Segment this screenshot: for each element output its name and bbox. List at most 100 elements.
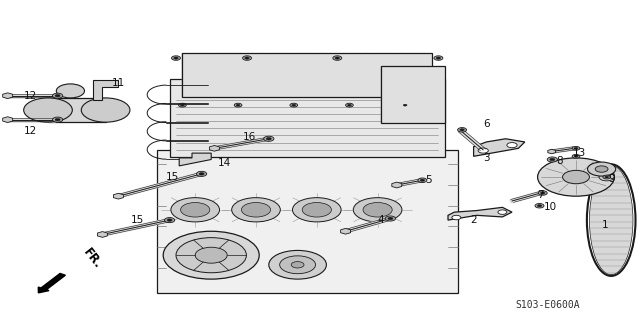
- Circle shape: [266, 137, 271, 140]
- Text: 12: 12: [24, 91, 37, 101]
- Circle shape: [232, 198, 280, 222]
- Circle shape: [507, 143, 517, 148]
- Circle shape: [280, 256, 316, 274]
- Circle shape: [172, 56, 180, 60]
- Polygon shape: [392, 182, 402, 188]
- Polygon shape: [179, 153, 211, 166]
- Text: 1: 1: [602, 220, 608, 230]
- Text: 2: 2: [470, 215, 477, 225]
- Circle shape: [572, 146, 580, 150]
- Text: 6: 6: [483, 119, 490, 130]
- Circle shape: [180, 203, 210, 217]
- Ellipse shape: [589, 166, 633, 275]
- Text: 9: 9: [608, 174, 614, 184]
- Circle shape: [236, 104, 240, 106]
- Circle shape: [436, 57, 440, 59]
- Circle shape: [603, 175, 611, 179]
- Circle shape: [418, 178, 427, 182]
- Circle shape: [163, 231, 259, 279]
- Polygon shape: [93, 80, 118, 100]
- Circle shape: [55, 94, 60, 97]
- Polygon shape: [3, 93, 13, 99]
- Circle shape: [291, 262, 304, 268]
- Polygon shape: [448, 207, 512, 220]
- Circle shape: [535, 204, 544, 208]
- FancyArrow shape: [38, 273, 65, 293]
- Polygon shape: [97, 232, 108, 237]
- Circle shape: [538, 158, 614, 196]
- Circle shape: [292, 104, 296, 106]
- Bar: [170, 79, 445, 158]
- Circle shape: [24, 98, 72, 122]
- Circle shape: [346, 103, 353, 107]
- Text: 3: 3: [483, 153, 490, 163]
- Circle shape: [199, 173, 204, 175]
- Circle shape: [81, 98, 130, 122]
- Circle shape: [403, 104, 407, 106]
- Circle shape: [290, 103, 298, 107]
- Circle shape: [180, 104, 184, 106]
- Polygon shape: [113, 193, 124, 199]
- Circle shape: [599, 173, 614, 181]
- Text: 15: 15: [166, 172, 179, 182]
- Circle shape: [234, 103, 242, 107]
- Text: S103-E0600A: S103-E0600A: [515, 300, 579, 310]
- Circle shape: [333, 56, 342, 60]
- Circle shape: [269, 250, 326, 279]
- Circle shape: [335, 57, 339, 59]
- Circle shape: [420, 179, 425, 181]
- Circle shape: [498, 210, 507, 214]
- Circle shape: [292, 198, 341, 222]
- Text: 10: 10: [544, 202, 557, 212]
- Circle shape: [547, 157, 557, 162]
- Circle shape: [478, 148, 488, 153]
- Circle shape: [385, 216, 396, 221]
- Circle shape: [302, 203, 332, 217]
- Circle shape: [538, 205, 541, 207]
- Text: 8: 8: [557, 156, 563, 166]
- Circle shape: [196, 171, 207, 176]
- Circle shape: [434, 56, 443, 60]
- Circle shape: [574, 155, 578, 157]
- Circle shape: [244, 57, 250, 59]
- Circle shape: [595, 166, 608, 172]
- Circle shape: [452, 215, 461, 220]
- Text: 14: 14: [218, 158, 230, 168]
- Text: 7: 7: [538, 189, 544, 200]
- Circle shape: [550, 158, 555, 161]
- Circle shape: [167, 219, 172, 221]
- Bar: [48, 98, 106, 122]
- Circle shape: [388, 217, 393, 220]
- Circle shape: [52, 93, 63, 98]
- Text: 4: 4: [378, 215, 384, 225]
- Polygon shape: [340, 228, 351, 234]
- Circle shape: [540, 192, 545, 194]
- Text: 5: 5: [426, 175, 432, 185]
- Circle shape: [164, 218, 175, 223]
- Circle shape: [179, 103, 186, 107]
- Circle shape: [241, 203, 271, 217]
- Circle shape: [174, 57, 178, 59]
- Circle shape: [401, 103, 409, 107]
- Circle shape: [52, 117, 63, 122]
- Circle shape: [363, 203, 392, 217]
- Polygon shape: [209, 145, 220, 151]
- Polygon shape: [3, 117, 13, 122]
- Circle shape: [56, 84, 84, 98]
- Text: 11: 11: [112, 78, 125, 88]
- Circle shape: [264, 136, 274, 141]
- Circle shape: [588, 162, 616, 176]
- Circle shape: [572, 154, 580, 158]
- Bar: [157, 150, 458, 293]
- Circle shape: [243, 56, 252, 60]
- Circle shape: [195, 247, 227, 263]
- Circle shape: [460, 129, 465, 131]
- Bar: [381, 66, 445, 123]
- Polygon shape: [548, 149, 556, 154]
- Text: 13: 13: [573, 148, 586, 158]
- Text: 16: 16: [243, 132, 256, 142]
- Circle shape: [353, 198, 402, 222]
- Circle shape: [605, 176, 609, 178]
- Circle shape: [574, 147, 578, 149]
- Circle shape: [538, 191, 547, 195]
